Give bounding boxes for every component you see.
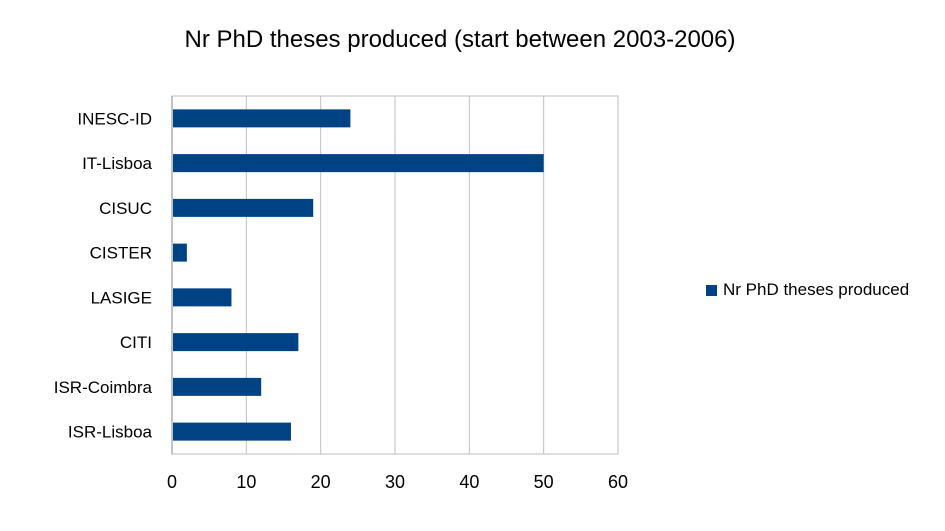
category-label: CITI bbox=[120, 333, 152, 352]
legend-label: Nr PhD theses produced bbox=[723, 280, 910, 299]
category-label: CISTER bbox=[90, 244, 152, 263]
legend-swatch bbox=[706, 284, 717, 296]
category-label: INESC-ID bbox=[77, 109, 152, 128]
category-label: IT-Lisboa bbox=[82, 154, 152, 173]
bar bbox=[173, 288, 232, 307]
bar bbox=[173, 109, 351, 128]
bar bbox=[173, 377, 262, 396]
bar bbox=[173, 243, 187, 262]
category-label: ISR-Coimbra bbox=[54, 378, 153, 397]
bars bbox=[173, 109, 544, 441]
bar bbox=[173, 198, 314, 217]
x-tick-label: 60 bbox=[608, 472, 628, 492]
x-tick-label: 10 bbox=[236, 472, 256, 492]
gridlines bbox=[245, 96, 619, 454]
bar bbox=[173, 154, 544, 173]
x-tick-label: 30 bbox=[385, 472, 405, 492]
category-label: ISR-Lisboa bbox=[68, 423, 153, 442]
chart-title: Nr PhD theses produced (start between 20… bbox=[184, 26, 736, 53]
x-tick-label: 0 bbox=[167, 472, 177, 492]
category-label: LASIGE bbox=[91, 288, 152, 307]
x-tick-label: 40 bbox=[459, 472, 479, 492]
legend: Nr PhD theses produced bbox=[706, 280, 909, 300]
bar bbox=[173, 422, 291, 441]
x-tick-label: 50 bbox=[534, 472, 554, 492]
axes bbox=[171, 95, 619, 455]
x-tick-labels: 0 10 20 30 40 50 60 bbox=[167, 472, 628, 492]
category-label: CISUC bbox=[99, 199, 152, 218]
x-tick-label: 20 bbox=[311, 472, 331, 492]
category-labels: INESC-ID IT-Lisboa CISUC CISTER LASIGE CITI IS… bbox=[54, 109, 153, 441]
bar bbox=[173, 333, 299, 352]
